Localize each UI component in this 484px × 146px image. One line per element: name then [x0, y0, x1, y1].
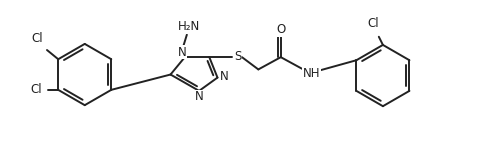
Text: O: O — [276, 23, 286, 36]
Text: S: S — [234, 50, 242, 63]
Text: Cl: Cl — [367, 17, 378, 30]
Text: Cl: Cl — [31, 32, 43, 45]
Text: N: N — [177, 46, 186, 59]
Text: H₂N: H₂N — [178, 20, 200, 33]
Text: NH: NH — [302, 67, 320, 80]
Text: Cl: Cl — [30, 83, 42, 96]
Text: N: N — [220, 70, 229, 83]
Text: N: N — [195, 91, 203, 104]
